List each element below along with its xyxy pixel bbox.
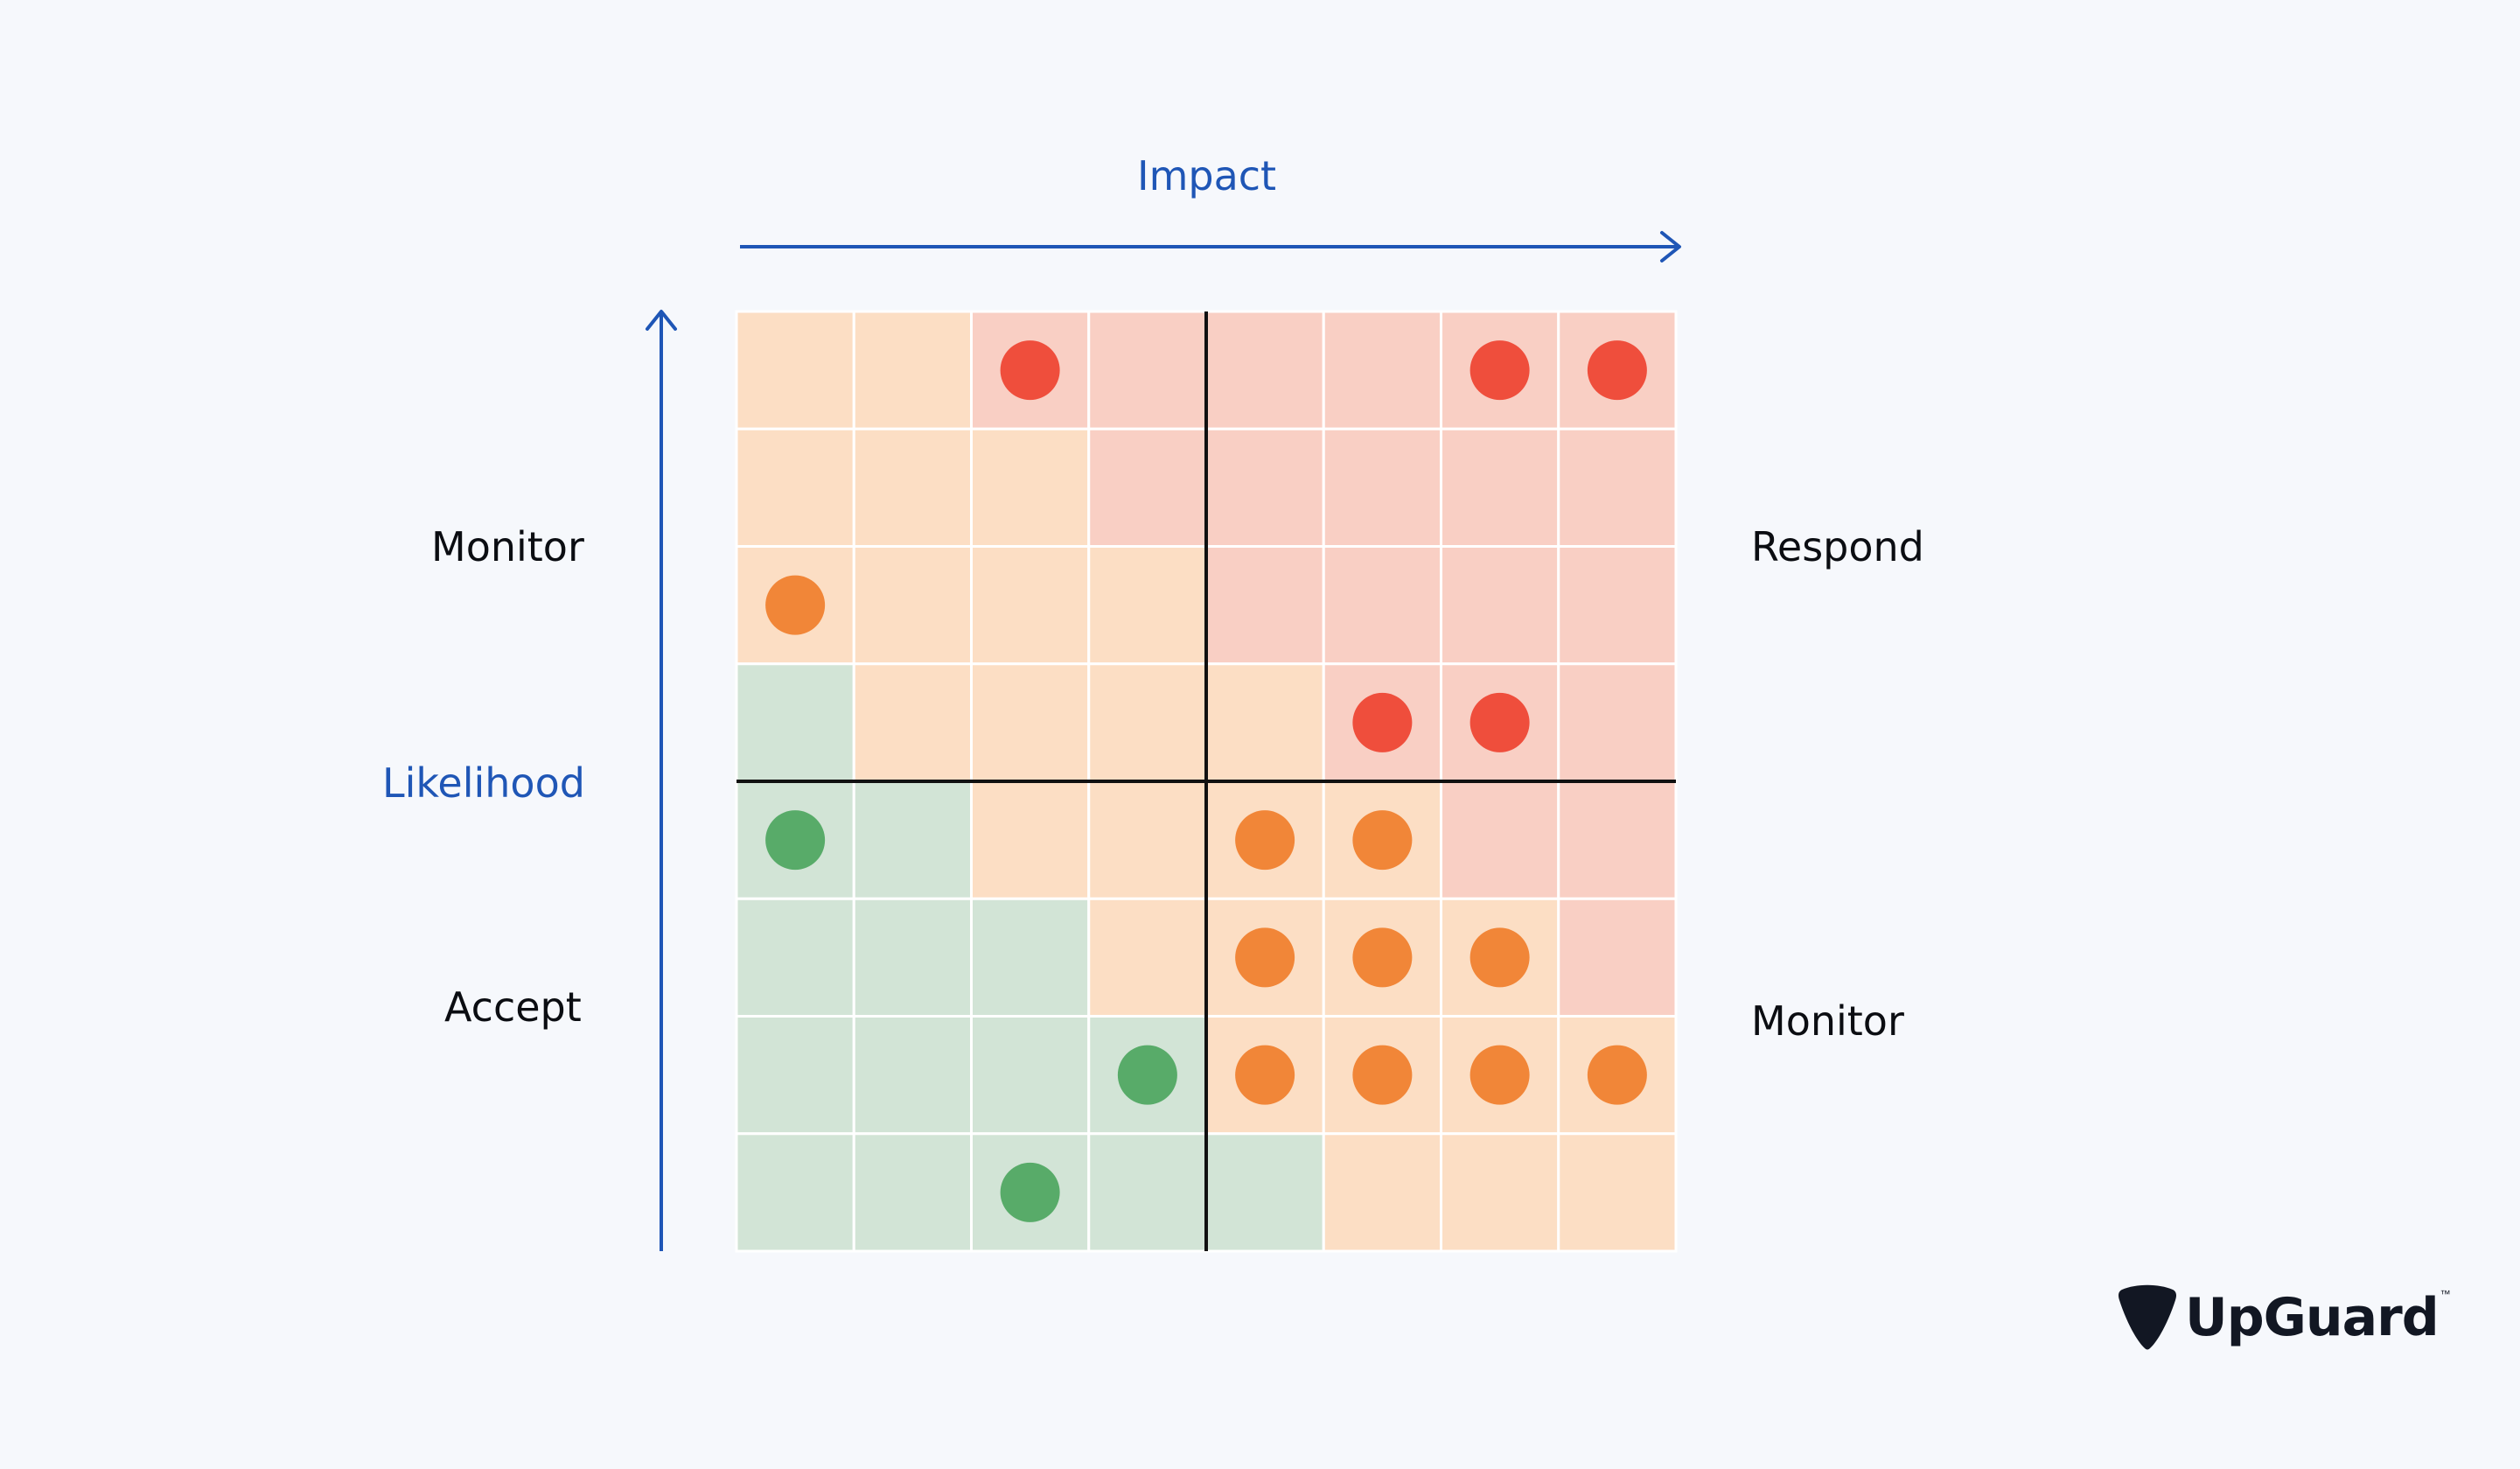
risk-dot-orange <box>1352 810 1413 871</box>
matrix-cell-accept <box>735 897 855 1018</box>
matrix-cell-monitor <box>852 427 973 548</box>
risk-dot-green <box>1117 1045 1177 1105</box>
matrix-cell-monitor <box>1322 1132 1442 1253</box>
risk-dot-red <box>1469 340 1530 401</box>
risk-dot-green <box>765 810 826 871</box>
quadrant-dividers <box>736 311 1676 1251</box>
matrix-cell-respond <box>1557 897 1678 1018</box>
matrix-cell-respond <box>1204 545 1325 666</box>
monitor-label-bottom-right: Monitor <box>1751 997 1904 1045</box>
matrix-cell-monitor <box>1557 1132 1678 1253</box>
matrix-cell-monitor <box>852 662 973 783</box>
risk-dot-orange <box>1352 1045 1413 1105</box>
matrix-cell-accept <box>852 1015 973 1136</box>
matrix-cell-respond <box>1557 427 1678 548</box>
matrix-cell-accept <box>970 897 1091 1018</box>
risk-dot-orange <box>1235 927 1295 988</box>
impact-arrow <box>740 231 1681 262</box>
matrix-cell-respond <box>1204 310 1325 430</box>
risk-dot-orange <box>1469 1045 1530 1105</box>
impact-label: Impact <box>1137 152 1277 199</box>
matrix-cell-respond <box>1557 780 1678 900</box>
matrix-cell-monitor <box>970 780 1091 900</box>
matrix-cell-accept <box>970 1015 1091 1136</box>
risk-dot-orange <box>1587 1045 1647 1105</box>
matrix-cell-monitor <box>852 310 973 430</box>
matrix-cell-respond <box>1440 545 1560 666</box>
risk-dot-red <box>1000 340 1060 401</box>
matrix-cells <box>735 310 1678 1253</box>
matrix-cell-respond <box>1204 427 1325 548</box>
matrix-cell-accept <box>852 1132 973 1253</box>
risk-dot-orange <box>1235 810 1295 871</box>
matrix-cell-monitor <box>852 545 973 666</box>
matrix-cell-respond <box>1557 662 1678 783</box>
matrix-cell-monitor <box>735 310 855 430</box>
matrix-cell-accept <box>852 780 973 900</box>
matrix-cell-respond <box>1322 310 1442 430</box>
matrix-cell-monitor <box>1087 780 1208 900</box>
risk-dots <box>765 340 1647 1222</box>
matrix-cell-respond <box>1440 427 1560 548</box>
accept-label: Accept <box>444 983 582 1031</box>
matrix-cell-accept <box>735 1015 855 1136</box>
matrix-cell-respond <box>1087 427 1208 548</box>
matrix-cell-accept <box>1204 1132 1325 1253</box>
matrix-cell-monitor <box>1087 897 1208 1018</box>
likelihood-arrow <box>646 310 677 1251</box>
risk-dot-orange <box>1469 927 1530 988</box>
matrix-cell-respond <box>1557 310 1678 430</box>
matrix-cell-respond <box>1322 427 1442 548</box>
matrix-cell-monitor <box>1087 662 1208 783</box>
risk-dot-red <box>1352 692 1413 752</box>
matrix-cell-accept <box>1087 1132 1208 1253</box>
risk-dot-orange <box>1352 927 1413 988</box>
brand-name: UpGuard <box>2185 1287 2440 1348</box>
guitar-pick-icon <box>2119 1284 2176 1350</box>
matrix-cell-accept <box>735 662 855 783</box>
matrix-cell-respond <box>1557 545 1678 666</box>
likelihood-label: Likelihood <box>382 759 585 807</box>
matrix-cell-monitor <box>1087 545 1208 666</box>
matrix-cell-monitor <box>970 545 1091 666</box>
risk-dot-red <box>1469 692 1530 752</box>
matrix-cell-monitor <box>970 662 1091 783</box>
risk-dot-orange <box>765 575 826 635</box>
matrix-cell-monitor <box>970 427 1091 548</box>
matrix-cell-monitor <box>1440 1132 1560 1253</box>
matrix-cell-accept <box>735 1132 855 1253</box>
monitor-label-top-left: Monitor <box>431 523 584 570</box>
matrix-cell-monitor <box>735 427 855 548</box>
matrix-cell-monitor <box>1204 662 1325 783</box>
risk-dot-red <box>1587 340 1647 401</box>
matrix-cell-respond <box>1322 545 1442 666</box>
risk-dot-orange <box>1235 1045 1295 1105</box>
matrix-cell-respond <box>1087 310 1208 430</box>
matrix-cell-accept <box>852 897 973 1018</box>
matrix-cell-respond <box>1440 780 1560 900</box>
respond-label: Respond <box>1751 523 1924 570</box>
trademark: ™ <box>2440 1288 2451 1300</box>
risk-dot-green <box>1000 1162 1060 1222</box>
upguard-logo: UpGuard ™ <box>2117 1284 2451 1351</box>
